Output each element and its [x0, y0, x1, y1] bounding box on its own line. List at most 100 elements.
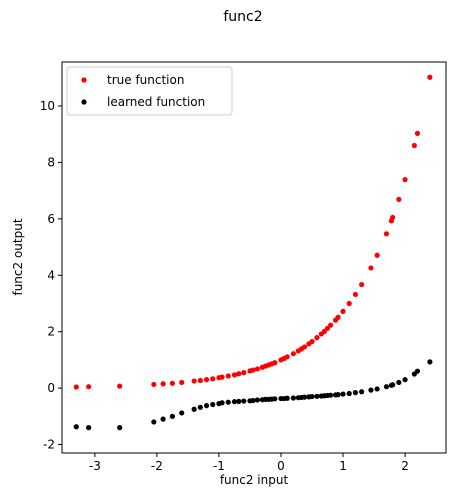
- point: [231, 399, 238, 405]
- point: [179, 410, 185, 416]
- legend-label: learned function: [107, 95, 205, 109]
- point: [402, 377, 408, 383]
- point: [427, 359, 433, 365]
- x-tick-label: -1: [213, 459, 225, 473]
- point: [402, 177, 408, 183]
- point: [368, 387, 374, 393]
- point: [117, 383, 123, 389]
- point: [73, 424, 79, 430]
- point: [427, 74, 433, 80]
- y-tick-label: 8: [47, 155, 55, 169]
- point: [335, 314, 341, 320]
- point: [191, 378, 197, 384]
- point: [374, 386, 380, 392]
- point: [328, 392, 334, 398]
- point: [160, 416, 166, 422]
- point: [197, 377, 203, 384]
- point: [225, 399, 231, 405]
- legend-marker: [81, 77, 87, 83]
- point: [86, 425, 92, 431]
- point: [86, 384, 92, 390]
- point: [335, 392, 341, 398]
- point: [340, 391, 346, 397]
- x-tick-label: -2: [151, 459, 163, 473]
- point: [411, 142, 417, 149]
- point: [210, 376, 216, 382]
- point: [390, 214, 396, 221]
- point: [179, 379, 185, 386]
- legend-box: [66, 66, 233, 116]
- point: [290, 351, 296, 357]
- legend-marker: [81, 99, 87, 105]
- point: [414, 368, 421, 374]
- y-axis-label: func2 output: [11, 218, 25, 295]
- point: [241, 369, 247, 376]
- point: [236, 398, 242, 404]
- point: [359, 389, 365, 395]
- point: [197, 404, 203, 410]
- point: [290, 395, 296, 401]
- point: [359, 281, 365, 288]
- point: [346, 390, 352, 397]
- point: [169, 380, 176, 386]
- legend-label: true function: [107, 73, 184, 87]
- point: [396, 379, 402, 386]
- point: [191, 406, 197, 412]
- point: [231, 372, 238, 378]
- x-axis-label: func2 input: [220, 473, 289, 487]
- point: [314, 393, 320, 399]
- point: [272, 360, 278, 366]
- point: [383, 231, 390, 237]
- point: [225, 373, 231, 379]
- point: [374, 252, 380, 258]
- point: [346, 300, 352, 307]
- point: [396, 196, 402, 202]
- point: [151, 419, 157, 425]
- point: [352, 291, 359, 298]
- point: [73, 384, 79, 390]
- point: [301, 344, 308, 350]
- x-tick-label: 2: [401, 459, 409, 473]
- point: [340, 308, 346, 314]
- point: [219, 374, 225, 380]
- point: [390, 382, 396, 388]
- chart-title: func2: [223, 9, 262, 25]
- point: [236, 371, 242, 377]
- y-tick-label: -2: [43, 438, 55, 452]
- y-tick-label: 4: [47, 268, 55, 282]
- point: [309, 393, 315, 400]
- point: [328, 322, 334, 328]
- point: [203, 403, 210, 409]
- x-tick-label: 1: [339, 459, 347, 473]
- x-tick-label: -3: [89, 459, 101, 473]
- point: [250, 397, 256, 404]
- y-tick-label: 6: [47, 212, 55, 226]
- axes-frame: [61, 61, 447, 454]
- point: [169, 413, 176, 419]
- point: [210, 401, 216, 408]
- x-tick-label: 0: [277, 459, 285, 473]
- point: [272, 396, 278, 402]
- point: [151, 381, 157, 388]
- point: [314, 335, 320, 341]
- point: [383, 384, 390, 390]
- plot-area: [73, 74, 433, 431]
- point: [203, 377, 210, 383]
- point: [254, 397, 261, 403]
- point: [254, 366, 261, 372]
- point: [117, 425, 123, 431]
- point: [241, 398, 247, 404]
- point: [284, 395, 290, 401]
- point: [352, 390, 359, 396]
- point: [368, 265, 374, 271]
- point: [219, 400, 225, 406]
- y-tick-label: 10: [40, 99, 55, 113]
- point: [160, 381, 166, 387]
- point: [414, 130, 421, 136]
- point: [250, 367, 256, 373]
- y-tick-label: 0: [47, 381, 55, 395]
- point: [284, 354, 290, 360]
- point: [301, 394, 308, 400]
- point: [309, 338, 315, 345]
